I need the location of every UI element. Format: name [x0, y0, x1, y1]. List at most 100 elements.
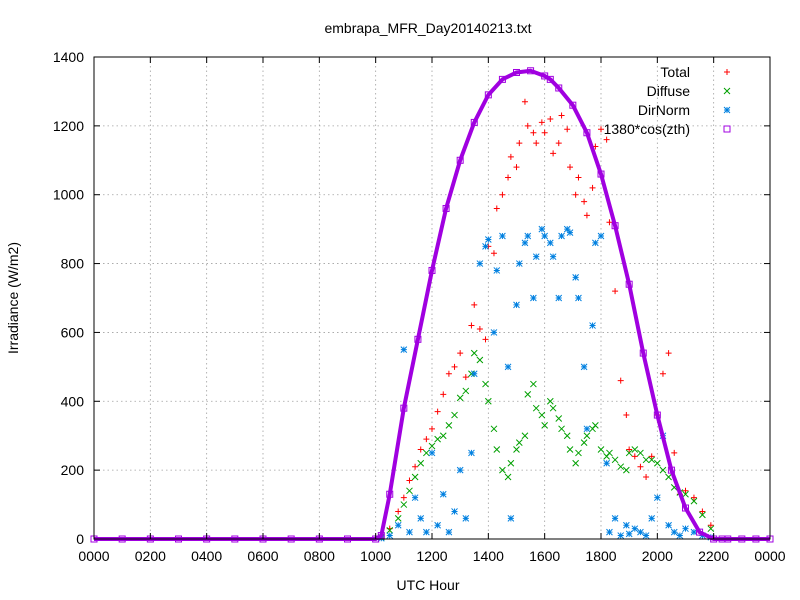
data-point: [606, 219, 613, 226]
data-point: [484, 91, 492, 99]
data-point: [653, 494, 661, 502]
data-point: [499, 466, 506, 474]
data-point: [484, 236, 492, 243]
grid-layer: [94, 57, 770, 539]
data-point: [611, 514, 619, 522]
data-point: [428, 449, 436, 457]
data-point: [490, 329, 498, 336]
data-point: [676, 532, 684, 539]
data-point: [555, 84, 563, 92]
data-point: [400, 346, 408, 353]
data-point: [515, 260, 523, 267]
data-point: [606, 449, 613, 457]
data-point: [622, 466, 630, 474]
x-tick-label: 1800: [585, 548, 616, 564]
data-point: [598, 126, 604, 133]
data-point: [670, 528, 678, 536]
data-point: [648, 453, 655, 460]
data-point: [696, 528, 704, 536]
data-point: [395, 508, 402, 515]
data-point: [682, 490, 689, 498]
data-point: [513, 68, 520, 76]
x-tick-label: 1200: [416, 548, 447, 564]
data-point: [572, 273, 580, 281]
data-point: [493, 446, 501, 453]
data-point: [558, 112, 565, 119]
data-point: [423, 449, 430, 457]
data-point: [462, 514, 470, 522]
data-point: [445, 528, 453, 536]
data-point: [589, 184, 596, 191]
data-point: [606, 528, 613, 536]
y-tick-label: 800: [61, 256, 85, 272]
data-point: [682, 504, 689, 512]
data-point: [572, 191, 579, 198]
x-tick-label: 0000: [78, 548, 109, 564]
data-point: [521, 432, 529, 440]
data-point: [558, 425, 565, 433]
data-point: [546, 239, 554, 247]
data-point: [665, 473, 672, 481]
data-point: [648, 514, 656, 522]
data-point: [637, 449, 644, 457]
y-tick-label: 1200: [53, 118, 84, 134]
data-point: [625, 449, 633, 457]
data-point: [643, 474, 650, 481]
data-point: [541, 129, 548, 136]
data-point: [524, 391, 532, 398]
data-point: [471, 301, 478, 308]
data-point: [434, 435, 441, 443]
series-2: [377, 225, 715, 542]
data-point: [572, 459, 580, 467]
data-point: [555, 140, 562, 147]
data-point: [637, 463, 644, 470]
data-point: [521, 98, 528, 105]
data-point: [476, 260, 484, 267]
data-point: [597, 170, 605, 178]
data-point: [470, 349, 478, 357]
data-point: [406, 487, 413, 495]
data-point: [546, 397, 554, 405]
data-point: [456, 394, 464, 402]
data-point: [400, 494, 407, 501]
data-point: [428, 266, 436, 274]
data-point: [550, 150, 557, 157]
data-point: [625, 280, 633, 288]
data-point: [440, 391, 447, 398]
data-point: [603, 459, 610, 467]
data-point: [603, 136, 610, 143]
data-point: [581, 198, 588, 205]
data-point: [484, 397, 492, 405]
data-point: [580, 363, 588, 371]
data-point: [575, 449, 582, 457]
data-point: [648, 456, 656, 464]
x-tick-label: 2000: [642, 548, 673, 564]
x-tick-label: 1000: [360, 548, 391, 564]
data-point: [699, 508, 706, 515]
data-point: [667, 466, 675, 474]
data-point: [626, 446, 633, 453]
data-point: [445, 422, 453, 429]
data-point: [482, 380, 489, 388]
data-point: [462, 387, 470, 395]
data-point: [690, 528, 698, 536]
data-point: [546, 75, 554, 83]
data-point: [575, 174, 582, 181]
y-tick-label: 200: [61, 462, 85, 478]
data-point: [524, 122, 531, 129]
data-point: [482, 243, 489, 250]
data-point: [516, 140, 523, 147]
data-point: [513, 164, 520, 171]
data-point: [423, 436, 430, 443]
data-point: [541, 422, 549, 429]
x-tick-label: 0200: [135, 548, 166, 564]
data-point: [547, 115, 554, 122]
data-point: [406, 528, 413, 536]
data-point: [533, 140, 540, 147]
data-point: [394, 521, 402, 529]
data-point: [521, 239, 529, 247]
data-point: [445, 370, 452, 377]
series-layer: [90, 67, 774, 543]
data-point: [597, 446, 605, 453]
